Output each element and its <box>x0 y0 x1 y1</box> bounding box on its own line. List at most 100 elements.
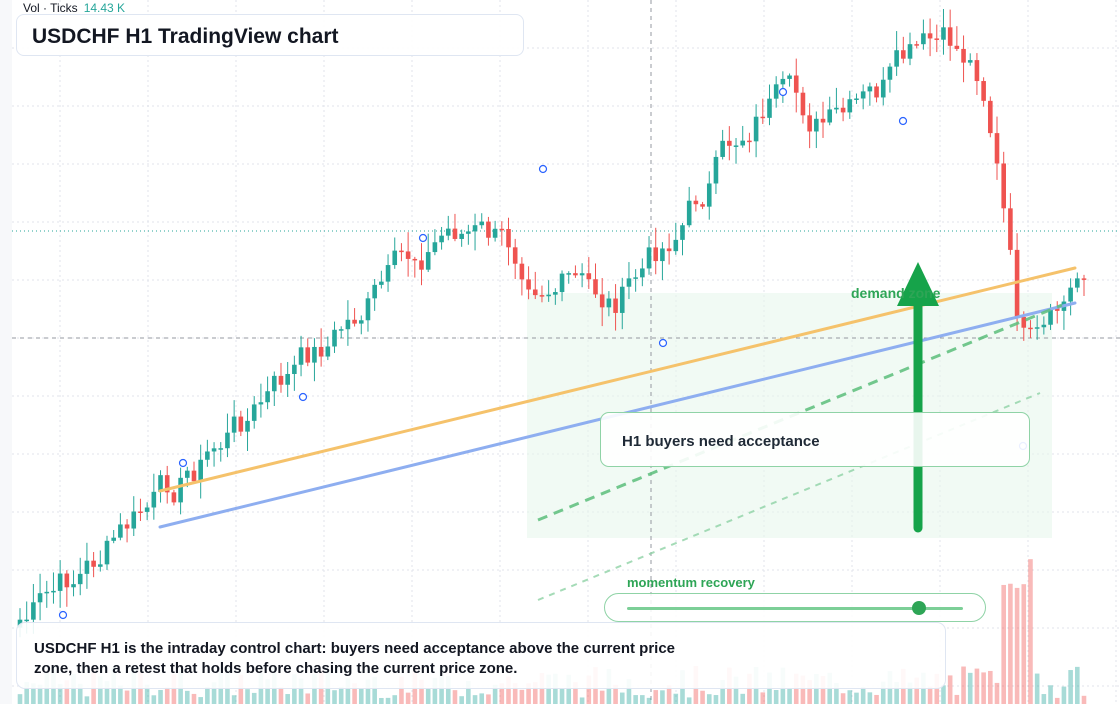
candle-body <box>840 107 846 113</box>
volume-bar <box>492 684 498 704</box>
candle-body <box>158 475 163 492</box>
candle-body <box>392 250 398 266</box>
volume-bar <box>626 679 632 704</box>
candle-body <box>586 273 592 280</box>
candle-body <box>827 109 833 123</box>
candle-body <box>880 79 886 98</box>
candle-body <box>767 98 772 118</box>
candle-body <box>713 156 719 184</box>
candle-body <box>1028 327 1033 330</box>
volume-bar <box>358 688 364 704</box>
volume-bar <box>238 674 244 704</box>
candle-body <box>452 228 458 239</box>
volume-bar <box>191 693 197 704</box>
up-arrow-head <box>897 262 939 306</box>
candle-body <box>566 273 572 275</box>
candle-body <box>1001 163 1006 209</box>
volume-bar <box>425 688 431 704</box>
candle-body <box>318 346 324 357</box>
volume-bar <box>265 679 270 704</box>
acceptance-callout: H1 buyers need acceptance <box>600 412 1030 467</box>
candle-body <box>1048 308 1053 325</box>
volume-bar <box>379 697 384 704</box>
volume-bar <box>880 681 886 704</box>
candle-body <box>205 451 210 460</box>
volume-bar <box>452 690 458 704</box>
candle-body <box>727 140 732 146</box>
candle-body <box>305 347 311 363</box>
candle-body <box>793 75 799 93</box>
candle-body <box>532 289 538 296</box>
candle-body <box>626 278 632 287</box>
volume-bar <box>974 668 980 704</box>
candle-body <box>31 602 36 620</box>
volume-bar <box>713 695 719 704</box>
candle-body <box>138 511 143 513</box>
candle-body <box>633 277 638 279</box>
volume-bar <box>566 674 572 704</box>
candle-body <box>265 391 270 403</box>
candle-body <box>399 250 404 253</box>
volume-bar <box>305 693 311 704</box>
candle-body <box>292 364 297 374</box>
volume-bar <box>526 683 531 704</box>
candle-body <box>680 225 685 240</box>
candle-body <box>640 268 645 278</box>
candle-body <box>151 491 157 508</box>
candle-body <box>24 619 29 622</box>
volume-bar <box>1014 587 1020 704</box>
volume-bar <box>98 676 103 704</box>
candle-body <box>211 448 217 452</box>
volume-bar <box>338 686 344 704</box>
momentum-knob[interactable] <box>912 601 927 615</box>
volume-bar <box>847 690 853 704</box>
candle-body <box>298 347 304 365</box>
candle-body <box>312 346 317 363</box>
volume-bar <box>914 677 920 704</box>
candle-body <box>733 145 739 147</box>
volume-bar <box>967 672 973 704</box>
candle-body <box>1054 308 1060 311</box>
candle-body <box>673 239 679 252</box>
volume-bar <box>988 670 993 704</box>
volume-bar <box>800 675 806 704</box>
event-marker <box>898 116 908 126</box>
volume-bar <box>1081 695 1087 704</box>
volume-bar <box>559 688 565 704</box>
volume-bar <box>573 682 578 704</box>
volume-bar <box>640 695 645 704</box>
candle-body <box>921 33 926 45</box>
candle-body <box>111 537 116 541</box>
volume-bar <box>171 674 177 704</box>
candle-body <box>271 375 277 392</box>
volume-bar <box>1008 583 1013 704</box>
candle-body <box>178 477 183 503</box>
volume-bar <box>1028 559 1033 704</box>
candle-body <box>425 252 431 270</box>
event-marker <box>658 338 668 348</box>
volume-bar <box>927 686 933 704</box>
volume-bar <box>1075 666 1080 704</box>
chart-title-box: USDCHF H1 TradingView chart <box>16 14 524 56</box>
volume-bar <box>211 682 217 704</box>
candle-body <box>37 593 43 603</box>
volume-bar <box>961 666 966 704</box>
candle-body <box>539 295 545 297</box>
volume-bar <box>151 695 157 704</box>
candle-body <box>84 560 90 574</box>
volume-bar <box>399 676 404 704</box>
volume-bar <box>941 685 946 704</box>
volume-bar <box>633 695 638 704</box>
candle-body <box>479 221 485 226</box>
candle-body <box>887 66 893 80</box>
candle-body <box>71 584 76 588</box>
momentum-slider[interactable] <box>604 593 986 622</box>
candle-body <box>787 75 792 79</box>
volume-bar <box>392 695 398 704</box>
candle-body <box>606 298 612 308</box>
volume-bar <box>619 692 625 704</box>
volume-bar <box>653 690 659 704</box>
volume-bar <box>77 683 83 704</box>
volume-bar <box>506 676 511 704</box>
candle-body <box>472 225 478 232</box>
